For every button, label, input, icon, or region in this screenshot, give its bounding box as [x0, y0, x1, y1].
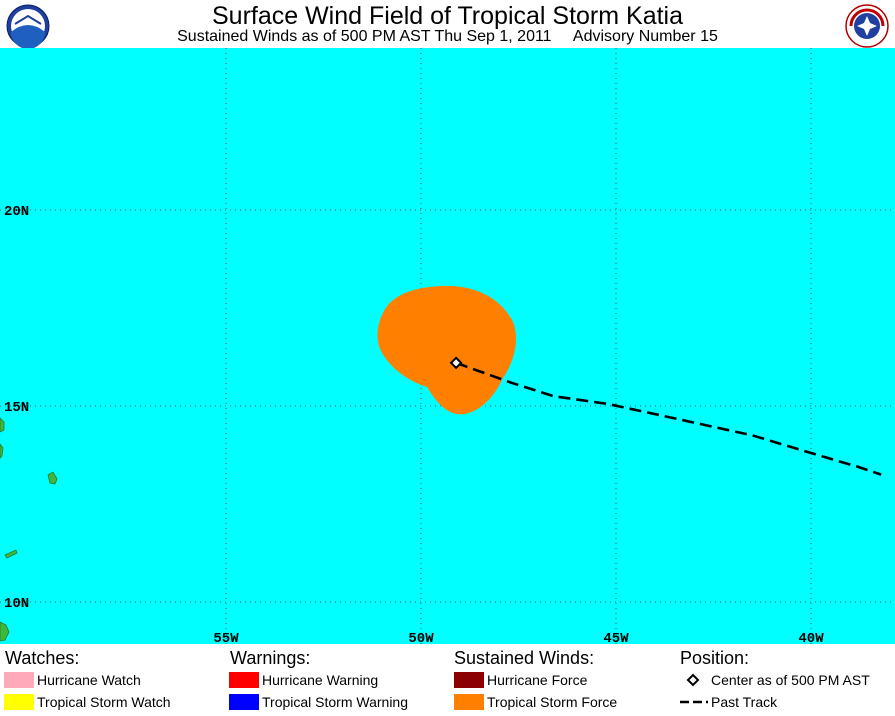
lat-tick-label: 20N [4, 204, 29, 220]
dashed-line-icon [680, 700, 708, 704]
legend-label: Tropical Storm Warning [262, 694, 409, 710]
island [0, 621, 10, 642]
tropical-storm-warning-swatch [229, 694, 259, 710]
lat-tick-label: 15N [4, 400, 29, 416]
lon-tick-label: 40W [798, 631, 824, 644]
watches-heading: Watches: [5, 648, 80, 668]
lon-tick-label: 45W [603, 631, 629, 644]
hurricane-watch-swatch [4, 672, 34, 688]
land-islands [0, 417, 58, 642]
past-track-line [455, 361, 882, 476]
hurricane-force-swatch [454, 672, 484, 688]
legend-label: Hurricane Watch [37, 672, 141, 688]
lat-tick-label: 10N [4, 596, 29, 612]
lon-tick-label: 55W [213, 631, 239, 644]
diamond-icon [686, 673, 700, 687]
island [0, 443, 4, 459]
hurricane-warning-swatch [229, 672, 259, 688]
island [0, 417, 5, 433]
sustained-winds-heading: Sustained Winds: [454, 648, 595, 668]
map-subtitle: Sustained Winds as of 500 PM AST Thu Sep… [177, 28, 718, 45]
tropical-storm-watch-swatch [4, 694, 34, 710]
legend-label: Past Track [711, 694, 778, 710]
legend-label: Center as of 500 PM AST [711, 672, 870, 688]
tropical-storm-force-swatch [454, 694, 484, 710]
map-title: Surface Wind Field of Tropical Storm Kat… [211, 2, 684, 30]
tropical-storm-wind-field [377, 285, 517, 415]
legend-label: Tropical Storm Force [487, 694, 618, 710]
island [4, 549, 18, 559]
noaa-logo [6, 4, 50, 48]
legend: Watches: Warnings: Sustained Winds: Posi… [0, 644, 895, 716]
center-diamond-icon [449, 356, 463, 370]
legend-label: Hurricane Warning [262, 672, 379, 688]
island [47, 471, 58, 485]
warnings-heading: Warnings: [230, 648, 311, 668]
position-heading: Position: [680, 648, 750, 668]
nws-logo [845, 4, 889, 48]
map-area: 55W 50W 45W 40W 20N 15N 10N [0, 48, 895, 644]
lat-lon-grid: 55W 50W 45W 40W 20N 15N 10N [0, 48, 895, 644]
legend-label: Tropical Storm Watch [37, 694, 171, 710]
lon-tick-label: 50W [408, 631, 434, 644]
legend-label: Hurricane Force [487, 672, 588, 688]
header: Surface Wind Field of Tropical Storm Kat… [0, 0, 895, 48]
storm-center-marker [449, 356, 463, 370]
